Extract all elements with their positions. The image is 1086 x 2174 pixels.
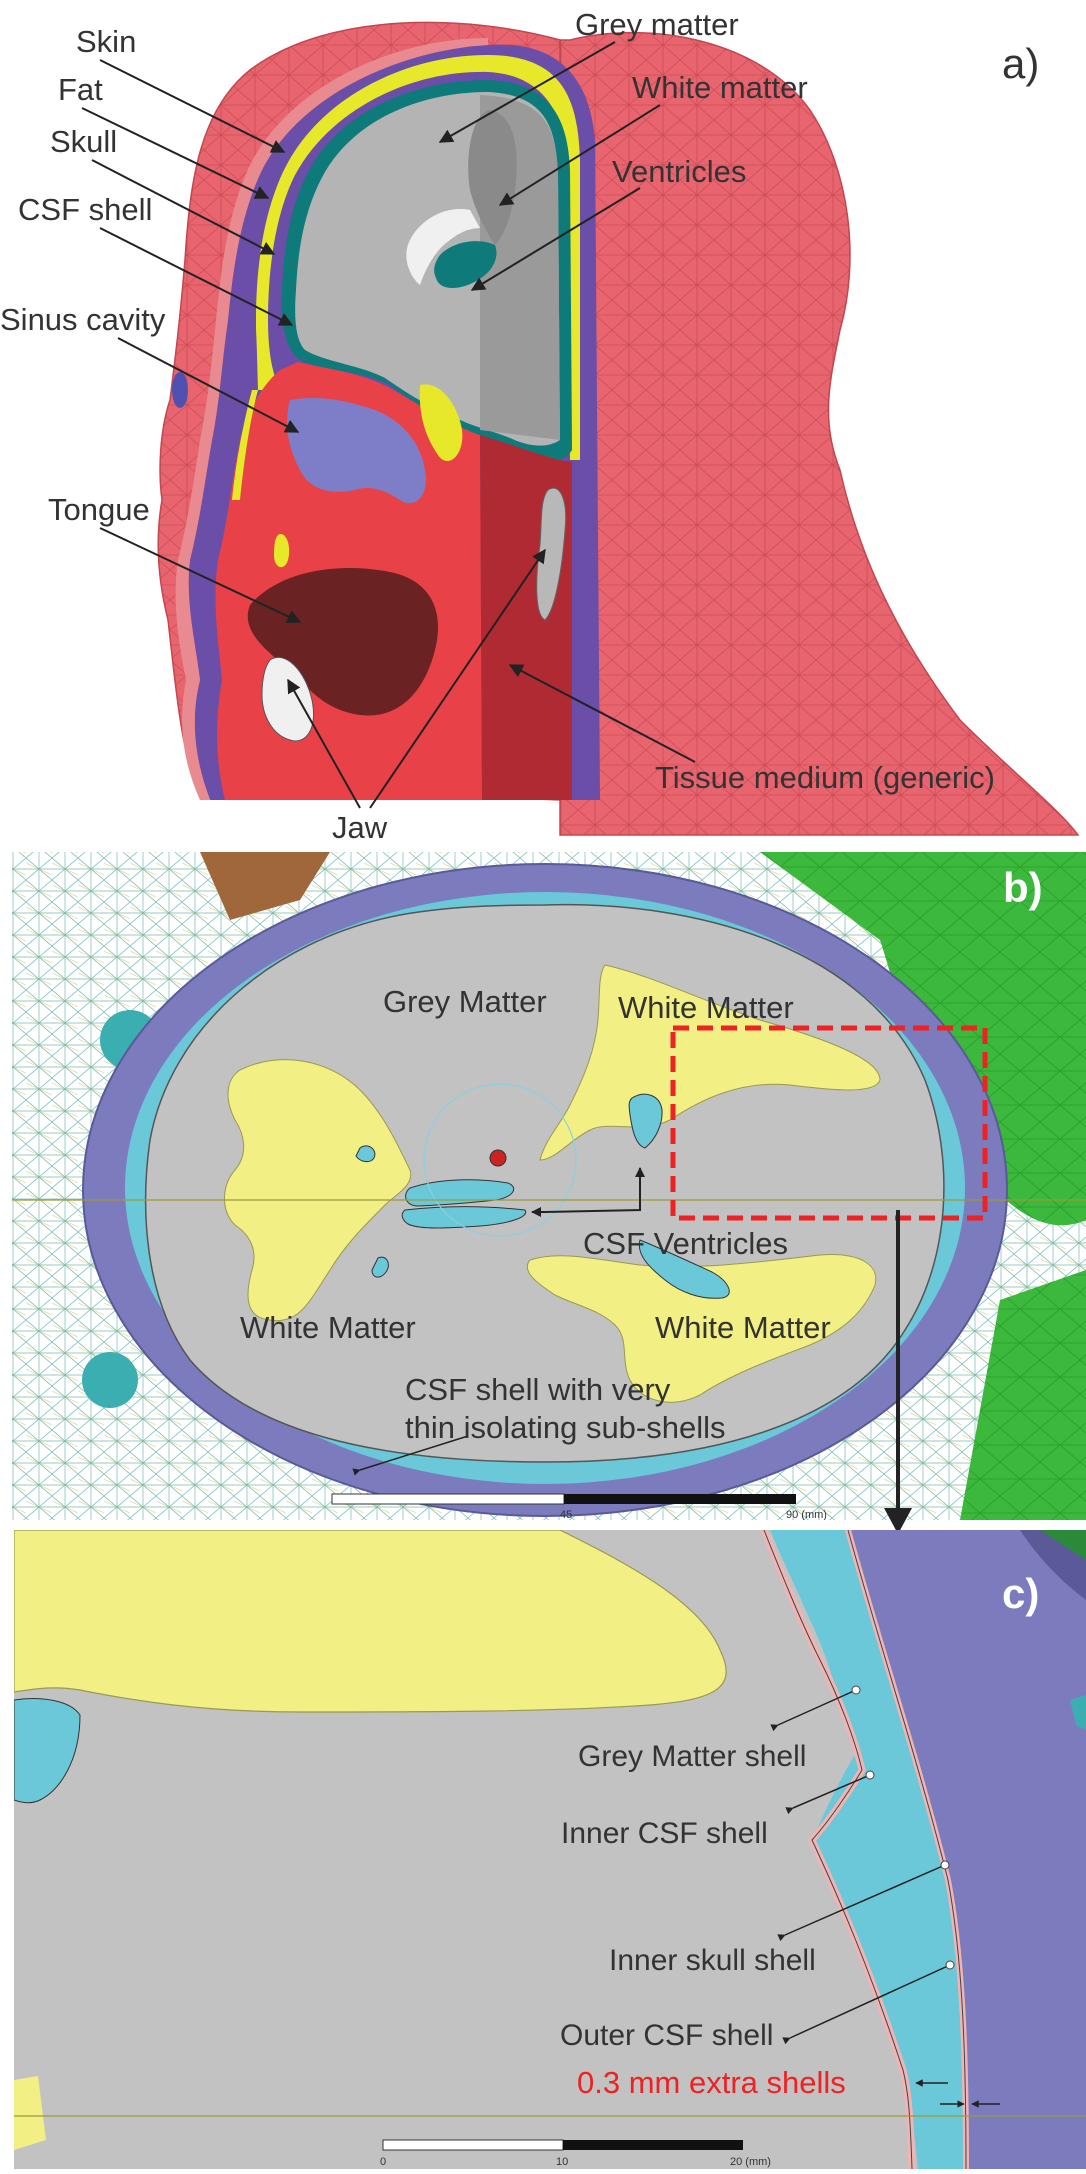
skull-layer: [256, 55, 580, 460]
b-white-matter-upper-right: [539, 964, 881, 1161]
b-white-matter-left: [224, 1059, 412, 1322]
b-scale-bar: 45 90 (mm): [331, 1493, 827, 1521]
c-scale-tick-start: 0: [380, 2156, 386, 2168]
b-label-csf-shell-2: thin isolating sub-shells: [405, 1410, 726, 1445]
panel-b: 45 90 (mm) Grey Matter White Matter Whit…: [12, 852, 1086, 1521]
c-label-extra-shells: 0.3 mm extra shells: [577, 2065, 846, 2100]
label-skull: Skull: [50, 124, 117, 159]
c-scale-bar: 0 10 20 (mm): [380, 2139, 771, 2168]
panel-c: 0 10 20 (mm) Grey Matter shell Inner CSF…: [14, 1530, 1086, 2169]
b-label-csf-shell-1: CSF shell with very: [405, 1372, 671, 1407]
b-scale-tick-mid: 45: [560, 1509, 572, 1521]
b-ventricle-lower: [638, 1239, 730, 1299]
b-ventricle-left-2: [401, 1206, 527, 1229]
label-jaw: Jaw: [332, 810, 388, 845]
c-white-matter: [14, 1530, 727, 1713]
ventricles: [434, 241, 497, 288]
panel-a-leaders: [81, 41, 696, 809]
panel-b-letter: b): [1003, 864, 1043, 911]
b-label-white-matter-2: White Matter: [240, 1310, 416, 1345]
b-label-white-matter-1: White Matter: [618, 990, 794, 1025]
panel-c-letter: c): [1002, 1570, 1039, 1617]
c-label-inner-csf-shell: Inner CSF shell: [561, 1817, 768, 1850]
label-white-matter: White matter: [632, 70, 808, 105]
c-label-outer-csf-shell: Outer CSF shell: [560, 2019, 773, 2052]
c-scale-tick-mid: 10: [556, 2156, 568, 2168]
white-matter-arc: [406, 209, 480, 285]
label-ventricles: Ventricles: [612, 154, 746, 189]
label-sinus-cavity: Sinus cavity: [0, 302, 166, 337]
jaw-bone-back: [536, 487, 567, 621]
label-tongue: Tongue: [48, 492, 150, 527]
c-extra-shell-arrows: [915, 2079, 1000, 2108]
b-label-white-matter-3: White Matter: [655, 1310, 831, 1345]
c-leaders: [770, 1689, 951, 2045]
b-zoom-region: [670, 1025, 988, 1221]
label-csf-shell: CSF shell: [18, 192, 152, 227]
b-ventricles-pointer: [544, 1167, 645, 1213]
b-label-grey-matter: Grey Matter: [383, 984, 547, 1019]
b-label-csf-ventricles: CSF Ventricles: [583, 1226, 788, 1261]
panel-a: Skin Fat Skull CSF shell Sinus cavity To…: [0, 7, 1080, 845]
label-fat: Fat: [58, 72, 103, 107]
sinus-cavity: [287, 398, 426, 504]
tongue: [247, 568, 438, 716]
jaw-bone-front: [261, 657, 314, 742]
c-label-inner-skull-shell: Inner skull shell: [609, 1944, 816, 1977]
b-ventricle-right: [628, 1093, 663, 1149]
b-scale-tick-end: 90 (mm): [786, 1509, 827, 1521]
label-grey-matter: Grey matter: [575, 7, 739, 42]
c-scale-tick-end: 20 (mm): [730, 2156, 771, 2168]
white-matter: [468, 110, 517, 245]
c-csf-band: [770, 1530, 968, 2169]
c-label-grey-matter-shell: Grey Matter shell: [578, 1740, 806, 1773]
label-tissue-medium: Tissue medium (generic): [655, 760, 995, 795]
panel-a-letter: a): [1002, 40, 1039, 87]
label-skin: Skin: [76, 24, 136, 59]
c-skull: [850, 1530, 1086, 2169]
